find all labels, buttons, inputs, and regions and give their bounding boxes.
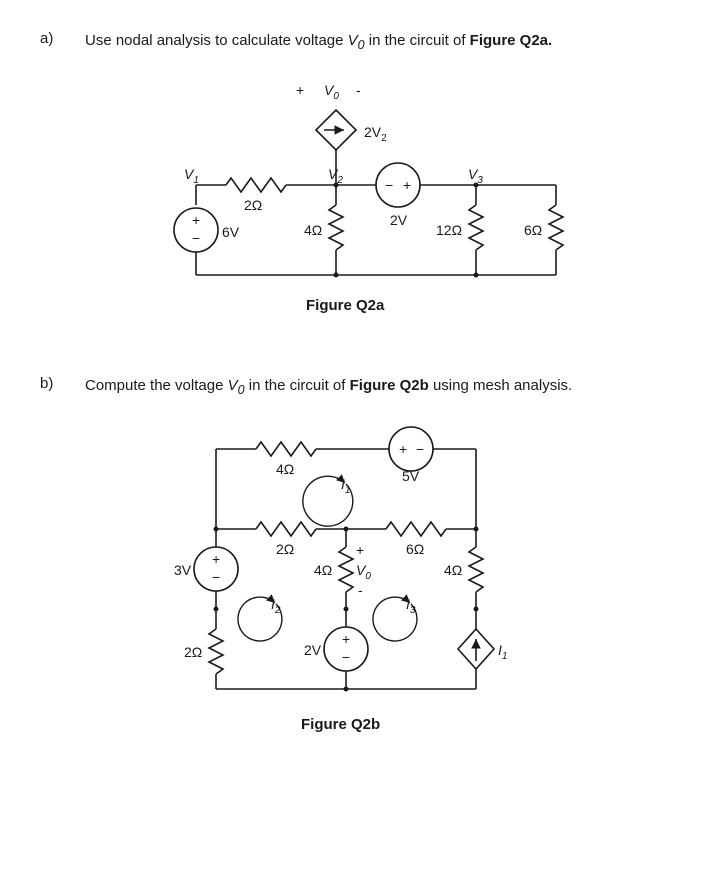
q2a-dep-main: 2V — [364, 124, 382, 140]
q2a-2v-label: 2V — [390, 212, 408, 228]
qa-text-pre: Use nodal analysis to calculate voltage — [85, 32, 348, 49]
q2b-r2: 2Ω — [276, 541, 294, 557]
figure-q2b-svg: 4Ω + − 5V 2Ω 6Ω I1 — [146, 419, 566, 749]
qb-text-end: using mesh analysis. — [429, 377, 572, 394]
q2b-2v-minus: − — [342, 649, 350, 665]
question-a-text: Use nodal analysis to calculate voltage … — [85, 30, 671, 55]
figure-q2b-container: 4Ω + − 5V 2Ω 6Ω I1 — [40, 419, 671, 749]
q2a-6v-label: 6V — [222, 224, 240, 240]
q2b-vo-minus: - — [358, 582, 363, 598]
q2b-5v-plus: + — [399, 441, 407, 457]
q2a-2v-plus: + — [403, 177, 411, 193]
q2b-2v-plus: + — [342, 631, 350, 647]
svg-text:I1: I1 — [341, 476, 350, 496]
qb-text-post: in the circuit of — [245, 377, 350, 394]
q2a-r12: 12Ω — [436, 222, 462, 238]
q2b-r4-r: 4Ω — [444, 562, 462, 578]
question-a: a) Use nodal analysis to calculate volta… — [40, 30, 671, 315]
q2b-5v-label: 5V — [402, 468, 420, 484]
q2b-i2-sub: 2 — [273, 605, 280, 616]
qa-fig-ref: Figure Q2a. — [470, 32, 553, 49]
q2a-vo-sub: 0 — [333, 91, 339, 102]
q2a-vo-plus: + — [296, 82, 304, 98]
figure-q2a-container: + − 6V V1 2Ω V2 — [40, 75, 671, 315]
q2b-r4-l: 4Ω — [314, 562, 332, 578]
q2b-i1-sub: 1 — [344, 485, 350, 496]
svg-text:V1: V1 — [184, 166, 199, 186]
figure-q2a-svg: + − 6V V1 2Ω V2 — [136, 75, 576, 315]
q2b-r4-top: 4Ω — [276, 461, 294, 477]
qb-text-pre: Compute the voltage — [85, 377, 228, 394]
q2a-r6: 6Ω — [524, 222, 542, 238]
q2b-3v-plus: + — [212, 551, 220, 567]
q2b-caption: Figure Q2b — [301, 716, 380, 733]
question-a-label: a) — [40, 30, 60, 47]
q2b-3v-minus: − — [212, 569, 220, 585]
qa-var-main: V — [348, 32, 358, 49]
q2b-5v-minus: − — [416, 441, 424, 457]
qa-var-sub: 0 — [358, 38, 365, 52]
q2b-vo-sub: 0 — [365, 571, 371, 582]
svg-text:2V2: 2V2 — [364, 124, 387, 144]
q2b-3v-label: 3V — [174, 562, 192, 578]
q2a-r4: 4Ω — [304, 222, 322, 238]
q2a-6v-minus: − — [192, 230, 200, 246]
q2b-r6: 6Ω — [406, 541, 424, 557]
question-b-label: b) — [40, 375, 60, 392]
svg-text:V0: V0 — [356, 562, 371, 582]
svg-text:I1: I1 — [498, 642, 507, 662]
q2a-caption: Figure Q2a — [306, 297, 385, 314]
qb-var-sub: 0 — [238, 383, 245, 397]
q2b-vo-plus: + — [356, 542, 364, 558]
question-b: b) Compute the voltage V0 in the circuit… — [40, 375, 671, 750]
svg-text:I2: I2 — [271, 596, 281, 616]
q2a-vo-minus: - — [356, 82, 361, 98]
q2b-2v-label: 2V — [304, 642, 322, 658]
qa-text-post: in the circuit of — [365, 32, 470, 49]
q2a-6v-plus: + — [192, 212, 200, 228]
svg-text:V0: V0 — [324, 82, 339, 102]
qb-fig-ref: Figure Q2b — [350, 377, 429, 394]
question-b-text: Compute the voltage V0 in the circuit of… — [85, 375, 671, 400]
q2b-dep-sub: 1 — [501, 651, 507, 662]
q2a-r2: 2Ω — [244, 197, 262, 213]
q2b-i3-sub: 3 — [409, 605, 415, 616]
question-a-row: a) Use nodal analysis to calculate volta… — [40, 30, 671, 55]
question-b-row: b) Compute the voltage V0 in the circuit… — [40, 375, 671, 400]
q2b-r2-bl: 2Ω — [184, 644, 202, 660]
q2a-2v-minus: − — [385, 177, 393, 193]
q2a-dep-sub: 2 — [381, 133, 387, 144]
svg-text:I3: I3 — [406, 596, 416, 616]
qb-var-main: V — [228, 377, 238, 394]
